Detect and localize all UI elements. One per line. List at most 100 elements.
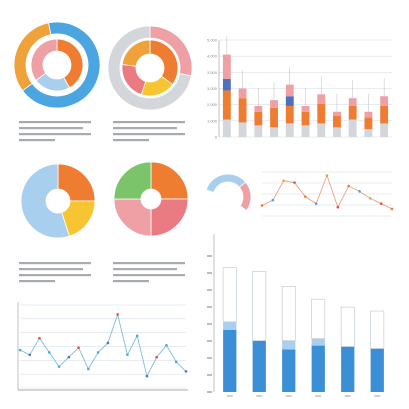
tall-bar-6-segment bbox=[370, 348, 384, 392]
stack-bar-3-segment bbox=[254, 105, 263, 112]
stack-bar-6-segment bbox=[301, 105, 310, 112]
tall-bar-6-segment bbox=[370, 310, 385, 349]
ring2-outer-slice-2 bbox=[107, 25, 192, 111]
line-bottom-series-line bbox=[19, 312, 187, 378]
y-tick-label: 0 bbox=[215, 135, 218, 140]
caption-block-2-line bbox=[113, 121, 185, 124]
stack-bar-8-segment bbox=[333, 127, 341, 137]
stack-bar-4-segment bbox=[270, 127, 278, 137]
caption-block-1-line bbox=[19, 139, 55, 142]
line-top-point-13 bbox=[390, 207, 394, 211]
stack-bar-7-segment bbox=[317, 94, 326, 105]
tall-bar-1-segment bbox=[223, 321, 237, 330]
donut1-slice-3 bbox=[20, 163, 70, 239]
line-bottom-point-3 bbox=[38, 336, 41, 340]
half-ring-gauge bbox=[205, 173, 252, 212]
line-bottom-point-8 bbox=[87, 367, 90, 371]
stack-bar-10-segment bbox=[364, 117, 373, 130]
line-top-point-11 bbox=[369, 197, 372, 200]
stack-bar-5-segment bbox=[285, 123, 294, 137]
line-top-point-1 bbox=[260, 204, 264, 207]
stack-bar-2-segment bbox=[238, 98, 247, 123]
ring1-inner-slice-3 bbox=[30, 38, 58, 81]
stack-bar-5-segment bbox=[285, 96, 294, 106]
line-top-point-12 bbox=[379, 202, 383, 205]
caption-block-4-line bbox=[113, 262, 185, 265]
stack-bar-10-segment bbox=[364, 129, 373, 137]
tall-bar-1-segment bbox=[222, 267, 237, 323]
caption-block-4-line bbox=[113, 274, 185, 277]
line-top-series-line bbox=[261, 174, 393, 210]
line-bottom-point-17 bbox=[174, 360, 178, 364]
stack-bar-4-segment bbox=[270, 100, 278, 108]
line-bottom-point-15 bbox=[155, 355, 159, 359]
stack-bar-1-segment bbox=[222, 119, 231, 137]
stack-bar-8-segment bbox=[333, 111, 341, 116]
donut-chart-2 bbox=[113, 161, 189, 237]
stack-bar-9-segment bbox=[348, 98, 357, 106]
caption-block-4-line bbox=[113, 280, 149, 283]
tall-bar-3-segment bbox=[281, 286, 296, 341]
line-bottom-point-13 bbox=[135, 334, 139, 338]
line-bottom-point-5 bbox=[57, 365, 61, 368]
caption-block-3-line bbox=[19, 274, 91, 277]
caption-block-1-line bbox=[19, 121, 91, 124]
illegible-caption-blocks bbox=[19, 121, 185, 283]
caption-block-2-line bbox=[113, 127, 177, 130]
tall-bar-4-segment bbox=[311, 345, 325, 392]
stack-bar-4-segment bbox=[270, 107, 278, 128]
line-bottom-point-11 bbox=[116, 313, 119, 316]
y-tick-label: 5,000 bbox=[207, 38, 218, 43]
gauge-slice-1 bbox=[205, 173, 247, 193]
donut1-slice-1 bbox=[57, 163, 96, 202]
stack-bar-2-segment bbox=[238, 122, 247, 137]
line-top-point-5 bbox=[304, 195, 307, 198]
tall-bar-5-segment bbox=[340, 306, 355, 347]
line-bottom-point-9 bbox=[96, 351, 100, 354]
line-bottom-point-1 bbox=[18, 348, 22, 352]
stack-bar-1-segment bbox=[222, 54, 231, 79]
line-top-point-10 bbox=[358, 190, 361, 193]
line-bottom-point-6 bbox=[67, 355, 71, 359]
caption-block-3-line bbox=[19, 268, 83, 271]
stack-bar-7-segment bbox=[317, 104, 326, 124]
y-tick-label: 1,000 bbox=[207, 118, 218, 123]
stack-bar-9-segment bbox=[348, 105, 357, 120]
stacked-bar-chart: 5,000 4,000 3,500 3,000 2,000 1,000 0 bbox=[207, 36, 392, 140]
stack-bar-1-segment bbox=[222, 90, 231, 120]
ring1-outer-slice-1 bbox=[21, 21, 101, 109]
tall-bar-5-segment bbox=[341, 346, 355, 392]
stack-bar-10-segment bbox=[364, 111, 373, 118]
line-bottom-point-16 bbox=[165, 344, 168, 347]
stack-bar-5-segment bbox=[285, 105, 294, 124]
stack-bar-7-segment bbox=[317, 123, 326, 137]
caption-block-3-line bbox=[19, 262, 91, 265]
donut2-slice-1 bbox=[150, 161, 189, 200]
tall-bar-3-segment bbox=[282, 340, 296, 350]
line-bottom-point-4 bbox=[47, 351, 51, 354]
stack-bar-11-segment bbox=[380, 123, 389, 137]
line-top-point-6 bbox=[314, 202, 318, 205]
y-tick-label: 4,000 bbox=[207, 54, 218, 59]
caption-block-1-line bbox=[19, 127, 83, 130]
ring-chart-1 bbox=[13, 21, 101, 109]
ring1-outer-slice-2 bbox=[13, 22, 52, 92]
caption-block-1-line bbox=[19, 133, 91, 136]
caption-block-3-line bbox=[19, 280, 55, 283]
ring1-inner-slice-1 bbox=[56, 38, 84, 89]
line-top-point-2 bbox=[271, 198, 275, 202]
stack-bar-2-segment bbox=[238, 88, 247, 99]
donut-chart-1 bbox=[20, 163, 96, 239]
line-bottom-point-2 bbox=[28, 353, 32, 357]
stack-bar-11-segment bbox=[380, 105, 389, 124]
tall-bar-3-segment bbox=[282, 349, 296, 392]
stack-bar-1-segment bbox=[222, 78, 231, 91]
line-chart-bottom bbox=[17, 302, 188, 391]
stack-bar-5-segment bbox=[285, 84, 294, 97]
caption-block-2-line bbox=[113, 133, 185, 136]
tall-bar-chart bbox=[207, 234, 385, 397]
y-tick-label: 2,000 bbox=[207, 102, 218, 107]
tall-bar-2-segment bbox=[252, 340, 266, 392]
line-top-point-8 bbox=[336, 205, 340, 209]
line-chart-top bbox=[260, 171, 394, 217]
